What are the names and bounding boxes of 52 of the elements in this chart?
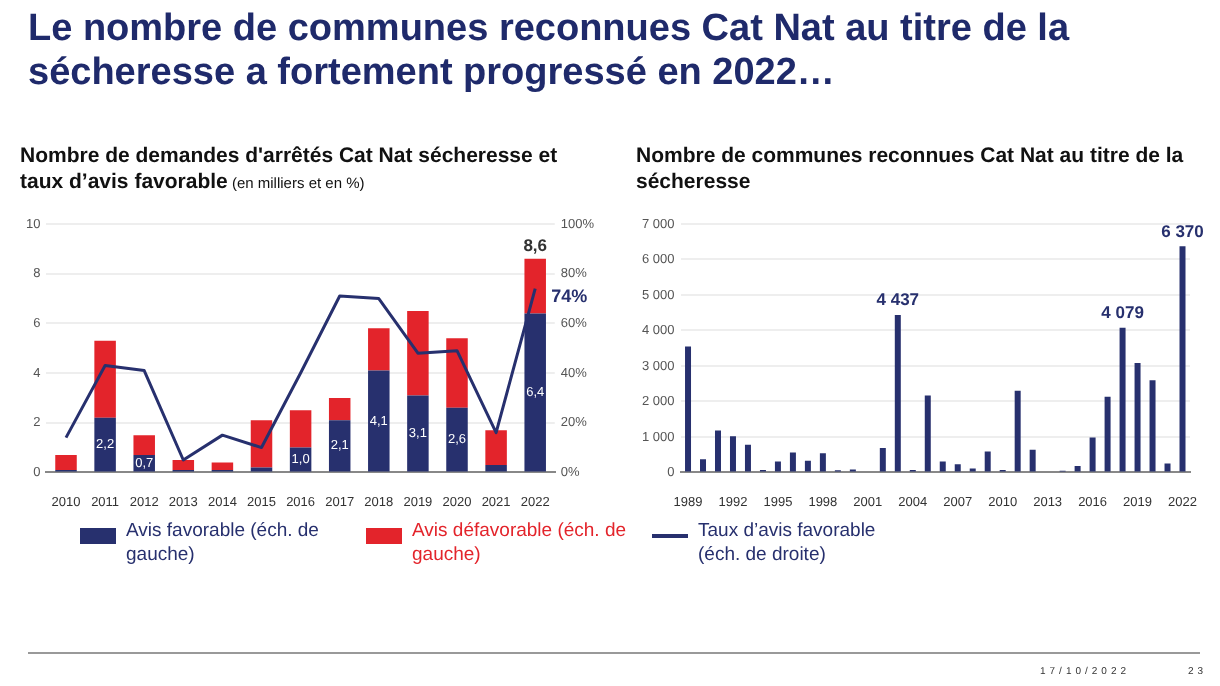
bar	[446, 338, 468, 408]
bar	[984, 451, 991, 472]
data-label: 74%	[551, 285, 588, 306]
legend-label: Avis favorable (éch. de gauche)	[126, 520, 321, 568]
text: Le nombre de communes reconnues Cat Nat au titre de la sécheresse a fortement progressé en 2022…	[28, 8, 1072, 96]
data-label: 4 437	[876, 289, 920, 310]
bar	[1134, 363, 1141, 472]
legend-label: Taux d’avis favorable (éch. de droite)	[698, 520, 878, 568]
bar	[879, 447, 886, 472]
bar	[485, 430, 507, 465]
bar	[289, 410, 312, 448]
bar	[485, 464, 507, 472]
bar	[328, 397, 351, 421]
bar	[729, 436, 736, 472]
chart-title: Nombre de communes reconnues Cat Nat au titre de la sécheresse	[636, 144, 1186, 198]
bar	[1104, 396, 1111, 472]
total-label: 8,6	[523, 234, 548, 255]
bar	[1119, 327, 1126, 472]
bar	[133, 435, 155, 456]
bar	[819, 453, 826, 472]
data-label: 4 079	[1101, 301, 1145, 322]
legend-label: Avis défavorable (éch. de gauche)	[412, 520, 629, 568]
bar	[524, 258, 546, 314]
bar	[804, 460, 811, 472]
bar	[172, 459, 195, 470]
bar	[954, 464, 961, 472]
bar	[94, 417, 116, 472]
bar	[211, 462, 234, 470]
bar	[94, 340, 116, 418]
bar	[446, 407, 468, 472]
bar	[368, 370, 390, 472]
bar	[407, 310, 429, 396]
bar	[939, 461, 946, 472]
bar	[1074, 466, 1081, 472]
bar	[744, 444, 751, 472]
bar	[894, 314, 901, 472]
bar	[1014, 390, 1021, 472]
bar	[1029, 449, 1036, 472]
bar	[924, 395, 931, 472]
bar	[407, 395, 429, 472]
bar	[789, 452, 796, 472]
bar	[1149, 380, 1156, 472]
bar	[328, 420, 351, 472]
bar	[774, 461, 781, 472]
bar	[715, 430, 721, 472]
bar	[368, 328, 390, 371]
bar	[1089, 437, 1096, 472]
bar	[55, 455, 77, 470]
bar	[700, 459, 707, 472]
data-label: 6 370	[1161, 220, 1205, 241]
bar	[685, 346, 692, 472]
bar	[1179, 246, 1186, 472]
